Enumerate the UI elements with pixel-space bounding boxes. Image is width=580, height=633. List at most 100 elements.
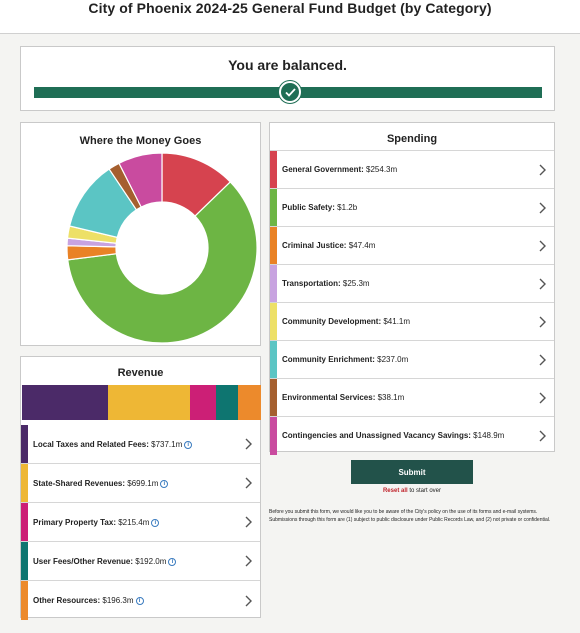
category-text: User Fees/Other Revenue: $192.0m i — [33, 542, 177, 581]
category-value: $737.1m — [148, 440, 183, 449]
category-label: Public Safety: — [282, 203, 335, 212]
reset-suffix: to start over — [407, 488, 442, 494]
category-color-swatch — [21, 542, 28, 580]
spending-row[interactable]: Public Safety: $1.2b — [270, 189, 554, 227]
revenue-row[interactable]: Primary Property Tax: $215.4m i — [21, 503, 260, 542]
revenue-segment — [108, 385, 191, 420]
chevron-right-icon — [539, 354, 546, 365]
category-label: State-Shared Revenues: — [33, 479, 126, 488]
category-color-swatch — [270, 227, 277, 264]
revenue-stacked-bar — [22, 385, 261, 420]
category-label: General Government: — [282, 165, 364, 174]
category-label: Community Enrichment: — [282, 355, 375, 364]
info-icon[interactable]: i — [135, 596, 144, 605]
chevron-right-icon — [245, 438, 252, 450]
category-text: Community Development: $41.1m — [282, 303, 410, 341]
spending-row[interactable]: Transportation: $25.3m — [270, 265, 554, 303]
revenue-card: Revenue Local Taxes and Related Fees: $7… — [20, 356, 261, 620]
where-money-goes-card: Where the Money Goes — [20, 122, 261, 346]
spending-row[interactable]: Criminal Justice: $47.4m — [270, 227, 554, 265]
chevron-right-icon — [539, 240, 546, 251]
spending-row[interactable]: Contingencies and Unassigned Vacancy Sav… — [270, 417, 554, 455]
chevron-right-icon — [245, 477, 252, 489]
category-label: Contingencies and Unassigned Vacancy Sav… — [282, 431, 471, 440]
category-value: $47.4m — [346, 241, 376, 250]
category-text: Criminal Justice: $47.4m — [282, 227, 375, 265]
category-color-swatch — [21, 503, 28, 541]
spending-donut-chart — [66, 152, 258, 344]
page-header: City of Phoenix 2024-25 General Fund Bud… — [0, 0, 580, 34]
category-text: State-Shared Revenues: $699.1m i — [33, 464, 169, 503]
chevron-right-icon — [245, 516, 252, 528]
category-color-swatch — [270, 417, 277, 455]
revenue-segment — [215, 385, 238, 420]
category-color-swatch — [21, 464, 28, 502]
chevron-right-icon — [539, 430, 546, 442]
revenue-row[interactable]: Local Taxes and Related Fees: $737.1m i — [21, 425, 260, 464]
balance-indicator — [279, 81, 301, 103]
revenue-segment — [190, 385, 216, 420]
chevron-right-icon — [245, 595, 252, 606]
check-icon — [285, 88, 296, 97]
revenue-row[interactable]: User Fees/Other Revenue: $192.0m i — [21, 542, 260, 581]
revenue-row[interactable]: Other Resources: $196.3m i — [21, 581, 260, 620]
category-value: $1.2b — [334, 203, 358, 212]
disclaimer-text: Before you submit this form, we would li… — [269, 509, 551, 523]
chevron-right-icon — [539, 392, 546, 403]
category-label: User Fees/Other Revenue: — [33, 557, 134, 566]
category-color-swatch — [270, 151, 277, 188]
revenue-row[interactable]: State-Shared Revenues: $699.1m i — [21, 464, 260, 503]
category-text: Contingencies and Unassigned Vacancy Sav… — [282, 417, 504, 455]
info-icon[interactable]: i — [168, 557, 177, 566]
info-icon[interactable]: i — [160, 479, 169, 488]
revenue-segment — [237, 385, 261, 420]
category-color-swatch — [270, 189, 277, 226]
chevron-right-icon — [539, 316, 546, 327]
category-label: Primary Property Tax: — [33, 518, 116, 527]
category-text: Community Enrichment: $237.0m — [282, 341, 408, 379]
category-label: Criminal Justice: — [282, 241, 347, 250]
chevron-right-icon — [539, 202, 546, 213]
category-color-swatch — [270, 303, 277, 340]
category-color-swatch — [270, 265, 277, 302]
category-label: Local Taxes and Related Fees: — [33, 440, 149, 449]
where-money-goes-title: Where the Money Goes — [79, 135, 202, 147]
spending-row[interactable]: Community Enrichment: $237.0m — [270, 341, 554, 379]
category-color-swatch — [21, 581, 28, 620]
category-color-swatch — [270, 379, 277, 416]
category-value: $148.9m — [470, 431, 505, 440]
category-value: $254.3m — [363, 165, 398, 174]
revenue-title: Revenue — [117, 367, 164, 379]
chevron-right-icon — [539, 278, 546, 289]
info-icon[interactable]: i — [184, 440, 193, 449]
spending-title: Spending — [270, 123, 554, 151]
category-color-swatch — [270, 341, 277, 378]
category-text: Local Taxes and Related Fees: $737.1m i — [33, 425, 193, 464]
category-value: $699.1m — [125, 479, 159, 488]
info-icon[interactable]: i — [151, 518, 160, 527]
category-value: $41.1m — [381, 317, 411, 326]
category-value: $196.3m — [100, 596, 134, 605]
balance-card: You are balanced. — [20, 46, 555, 111]
spending-list: General Government: $254.3m Public Safety… — [270, 151, 554, 455]
spending-row[interactable]: General Government: $254.3m — [270, 151, 554, 189]
category-text: Transportation: $25.3m — [282, 265, 370, 303]
submit-button[interactable]: Submit — [351, 460, 473, 484]
revenue-segment — [22, 385, 109, 420]
category-value: $215.4m — [116, 518, 150, 527]
spending-card: Spending General Government: $254.3m Publ… — [269, 122, 555, 455]
spending-row[interactable]: Community Development: $41.1m — [270, 303, 554, 341]
chevron-right-icon — [245, 555, 252, 567]
page-title: City of Phoenix 2024-25 General Fund Bud… — [88, 0, 492, 16]
donut-slice — [118, 152, 163, 208]
reset-line: Reset all to start over — [269, 488, 555, 494]
chevron-right-icon — [539, 164, 546, 175]
category-value: $192.0m — [133, 557, 167, 566]
spending-row[interactable]: Environmental Services: $38.1m — [270, 379, 554, 417]
category-text: Other Resources: $196.3m i — [33, 581, 144, 620]
balance-message: You are balanced. — [228, 57, 347, 73]
donut-slice — [67, 181, 258, 344]
category-color-swatch — [21, 425, 28, 463]
reset-all-link[interactable]: Reset all — [382, 488, 408, 494]
category-text: Environmental Services: $38.1m — [282, 379, 404, 417]
